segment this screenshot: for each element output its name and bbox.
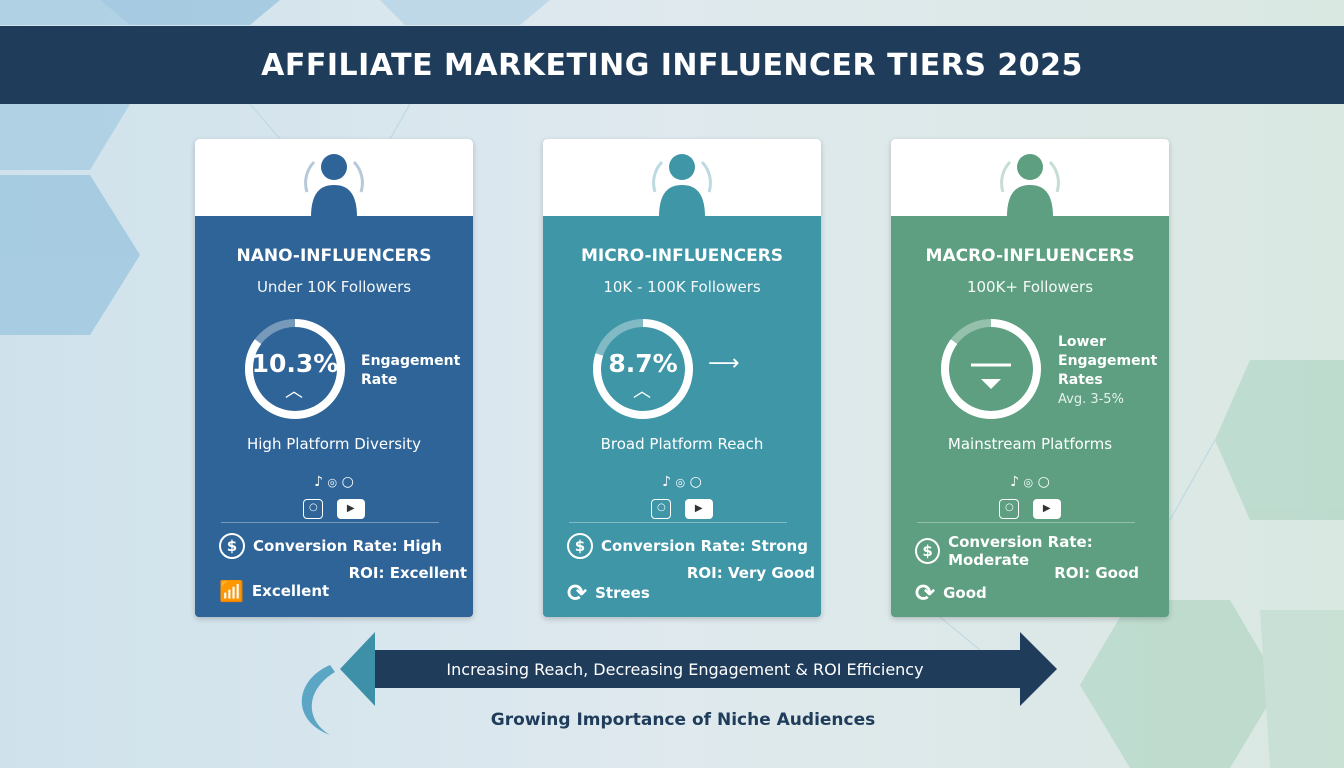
engagement-label-line1: Lower — [1058, 334, 1106, 350]
arrow-label: Increasing Reach, Decreasing Engagement … — [446, 660, 924, 679]
youtube-icon: ▶ — [1032, 499, 1061, 519]
engagement-ring — [245, 319, 345, 419]
rating-label: Excellent — [251, 582, 330, 600]
dollar-coin-icon: $ — [567, 533, 593, 559]
roi-value: ROI: Excellent — [348, 564, 467, 582]
tier-name: MACRO-INFLUENCERS — [925, 246, 1135, 266]
conversion-rate: Conversion Rate: Moderate — [948, 533, 1093, 569]
threads-icon: ◎ — [1023, 476, 1034, 489]
engagement-rate-label: Engagement Rate — [361, 353, 461, 388]
engagement-ring — [593, 319, 693, 419]
refresh-icon: ⟳ — [567, 579, 588, 607]
youtube-icon: ▶ — [684, 499, 713, 519]
instagram-icon: ○ — [303, 499, 324, 519]
conversion-rate: Conversion Rate: Strong — [601, 537, 808, 555]
divider — [221, 522, 439, 523]
engagement-label-line2: Engagement — [1058, 353, 1158, 369]
title-banner: AFFILIATE MARKETING INFLUENCER TIERS 202… — [0, 26, 1344, 104]
refresh-icon: ⟳ — [915, 579, 936, 607]
circle-icon: ○ — [689, 474, 702, 490]
card-header — [891, 139, 1169, 217]
left-arrowhead — [340, 632, 375, 706]
roi-value: ROI: Good — [1054, 564, 1139, 582]
curve-decoration — [301, 665, 335, 735]
divider — [917, 522, 1135, 523]
dollar-coin-icon: $ — [915, 538, 941, 564]
page-title: AFFILIATE MARKETING INFLUENCER TIERS 202… — [261, 47, 1083, 83]
chevron-up-icon: ︿ — [285, 381, 303, 402]
engagement-rate-value: 8.7% — [608, 349, 678, 378]
tier-card-nano: NANO-INFLUENCERS Under 10K Followers 10.… — [195, 139, 473, 617]
right-arrow-icon: ⟶ — [708, 351, 740, 376]
tiktok-icon: ♪ — [1010, 474, 1020, 490]
threads-icon: ◎ — [327, 476, 338, 489]
platforms-label: Broad Platform Reach — [600, 435, 764, 453]
engagement-average: Avg. 3-5% — [1058, 392, 1124, 407]
youtube-icon: ▶ — [336, 499, 365, 519]
person-avatar-icon — [304, 154, 364, 217]
card-header — [195, 139, 473, 217]
rating-label: Strees — [595, 584, 650, 602]
tier-card-macro: MACRO-INFLUENCERS 100K+ Followers Lower E… — [891, 139, 1169, 617]
person-avatar-icon — [1000, 154, 1060, 217]
tier-name: MICRO-INFLUENCERS — [580, 246, 784, 266]
circle-icon: ○ — [1037, 474, 1050, 490]
person-avatar-icon — [652, 154, 712, 217]
right-arrowhead — [1020, 632, 1057, 706]
tiktok-icon: ♪ — [314, 474, 324, 490]
follower-range: 100K+ Followers — [966, 278, 1094, 296]
circle-icon: ○ — [341, 474, 354, 490]
engagement-ring — [941, 319, 1041, 419]
tier-card-micro: MICRO-INFLUENCERS 10K - 100K Followers 8… — [543, 139, 821, 617]
threads-icon: ◎ — [675, 476, 686, 489]
tiktok-icon: ♪ — [662, 474, 672, 490]
engagement-rate-value: 10.3% — [251, 349, 339, 378]
conversion-rate: Conversion Rate: High — [253, 537, 442, 555]
rating-label: Good — [943, 584, 987, 602]
chevron-up-icon: ︿ — [633, 381, 651, 402]
roi-value: ROI: Very Good — [686, 564, 815, 582]
instagram-icon: ○ — [999, 499, 1020, 519]
divider — [569, 522, 787, 523]
dollar-coin-icon: $ — [219, 533, 245, 559]
bottom-caption: Growing Importance of Niche Audiences — [490, 710, 876, 730]
instagram-icon: ○ — [651, 499, 672, 519]
engagement-label-line3: Rates — [1058, 372, 1103, 388]
tier-name: NANO-INFLUENCERS — [236, 246, 432, 266]
platforms-label: Mainstream Platforms — [947, 435, 1113, 453]
arrow-body — [375, 650, 1020, 688]
follower-range: 10K - 100K Followers — [603, 278, 761, 296]
follower-range: Under 10K Followers — [256, 278, 412, 296]
platforms-label: High Platform Diversity — [246, 435, 421, 453]
card-header — [543, 139, 821, 217]
bar-chart-growth-icon: 📶 — [219, 579, 244, 603]
